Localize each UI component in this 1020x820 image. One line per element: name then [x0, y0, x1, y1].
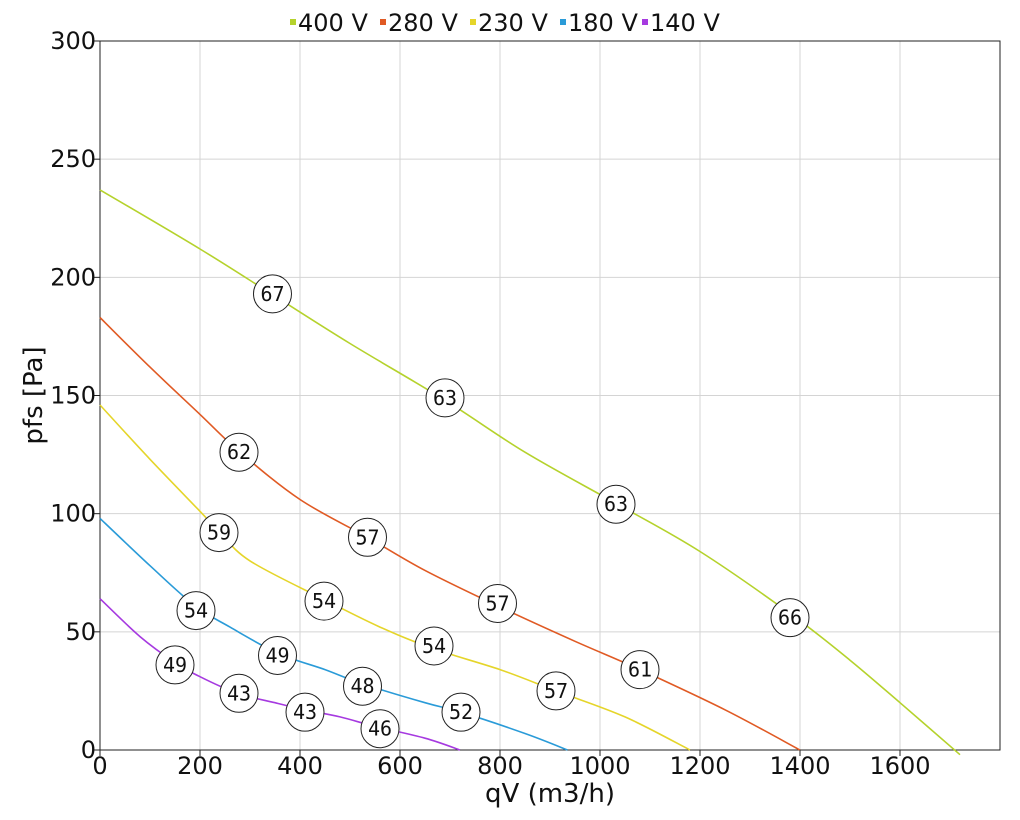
y-tick-label: 150 [50, 382, 96, 410]
legend-label: 230 V [478, 9, 548, 37]
series-line [99, 517, 568, 751]
y-tick-label: 250 [50, 145, 96, 173]
legend-swatch [380, 19, 386, 25]
point-label: 48 [350, 674, 374, 698]
point-label: 54 [184, 599, 208, 623]
x-axis-title: qV (m3/h) [485, 779, 615, 809]
point-marker [348, 517, 387, 557]
point-label: 54 [312, 589, 336, 613]
point-label: 49 [163, 653, 187, 677]
point-marker [770, 598, 810, 638]
x-tick-label: 1000 [569, 752, 630, 780]
point-marker [360, 709, 400, 749]
point-marker [343, 666, 382, 706]
legend-label: 140 V [650, 9, 720, 37]
point-label: 59 [207, 521, 231, 545]
point-marker [258, 635, 297, 675]
series-layer [99, 189, 961, 756]
point-label: 63 [604, 492, 628, 516]
y-tick-label: 100 [50, 500, 96, 528]
point-marker [176, 591, 216, 631]
legend-label: 400 V [298, 9, 368, 37]
legend-swatch [290, 19, 296, 25]
point-marker [536, 671, 576, 711]
point-label: 52 [449, 700, 473, 724]
point-label: 57 [485, 591, 509, 615]
point-marker [414, 626, 454, 666]
x-tick-label: 1200 [669, 752, 730, 780]
legend-swatch [560, 19, 566, 25]
x-tick-label: 600 [377, 752, 423, 780]
legend-label: 180 V [568, 9, 638, 37]
x-tick-label: 400 [277, 752, 323, 780]
x-axis-ticks: 0 200 400 600 800 1000 1200 1400 1600 [92, 750, 931, 780]
point-label: 54 [422, 634, 446, 658]
series-line [99, 189, 961, 756]
point-marker [219, 432, 259, 472]
legend-swatch [470, 19, 476, 25]
y-tick-label: 0 [81, 736, 96, 764]
point-marker [219, 673, 259, 713]
point-label: 66 [778, 606, 802, 630]
point-label: 57 [544, 679, 568, 703]
legend-swatch [642, 19, 648, 25]
x-tick-label: 0 [92, 752, 107, 780]
point-label: 61 [628, 658, 652, 682]
point-marker [285, 692, 325, 732]
point-marker [425, 378, 465, 418]
y-tick-label: 50 [65, 618, 96, 646]
point-label: 62 [227, 440, 251, 464]
x-tick-label: 200 [177, 752, 223, 780]
x-tick-label: 1600 [869, 752, 930, 780]
point-marker [620, 650, 660, 690]
point-label: 63 [433, 386, 457, 410]
point-marker [441, 692, 481, 732]
y-axis-ticks: 0 50 100 150 200 250 300 [50, 27, 100, 764]
y-tick-label: 300 [50, 27, 96, 55]
y-axis-title: pfs [Pa] [19, 346, 49, 444]
series-line [99, 404, 691, 751]
x-tick-label: 1400 [769, 752, 830, 780]
legend-label: 280 V [388, 9, 458, 37]
point-marker [155, 645, 195, 685]
x-tick-label: 800 [477, 752, 523, 780]
point-label: 67 [260, 282, 284, 306]
marker-layer: 67 63 63 66 62 57 57 61 59 54 54 57 54 49 48 52 49 43 43 46 [155, 274, 810, 749]
point-label: 43 [293, 700, 317, 724]
y-tick-label: 200 [50, 263, 96, 291]
point-marker [253, 274, 292, 314]
point-marker [478, 583, 517, 623]
series-line [99, 316, 801, 751]
point-label: 46 [368, 717, 392, 741]
point-label: 49 [265, 643, 289, 667]
point-label: 57 [355, 525, 379, 549]
point-marker [199, 513, 239, 553]
chart-grid [99, 40, 1001, 751]
point-marker [596, 484, 636, 524]
legend: 400 V 280 V 230 V 180 V 140 V [290, 9, 720, 37]
point-marker [304, 581, 344, 621]
point-label: 43 [227, 681, 251, 705]
